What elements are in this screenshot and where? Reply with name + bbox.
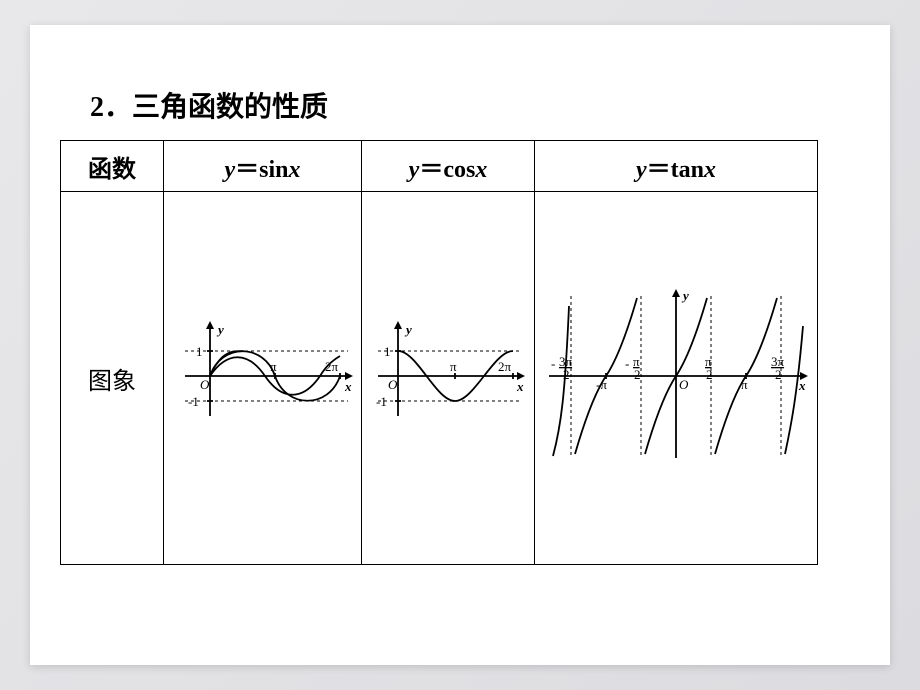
var-x: x: [704, 157, 716, 183]
cell-cos-graph: y x O 1 -1 π 2π: [362, 192, 535, 565]
sin-graph: y x O 1 -1 π 2π: [170, 316, 355, 436]
xtick-pi: π: [270, 359, 277, 374]
eq-sign: ＝: [419, 157, 443, 183]
axis-y-label: y: [681, 288, 689, 303]
ytick-neg1: -1: [188, 394, 199, 409]
var-y: y: [224, 157, 235, 183]
header-tan: y＝tanx: [535, 141, 818, 192]
header-sin: y＝sinx: [164, 141, 362, 192]
header-function: 函数: [61, 141, 164, 192]
var-x: x: [475, 157, 487, 183]
properties-table: 函数 y＝sinx y＝cosx y＝tanx 图象: [60, 140, 818, 565]
rowhdr-graph: 图象: [61, 192, 164, 565]
ytick-1: 1: [384, 344, 391, 359]
table-header-row: 函数 y＝sinx y＝cosx y＝tanx: [61, 141, 818, 192]
axis-x-label: x: [516, 379, 524, 394]
xtick-pi2: π 2: [705, 354, 713, 382]
ytick-neg1: -1: [376, 394, 387, 409]
tan-graph: y x O - 3π 2 -π -: [541, 286, 811, 466]
svg-text:2: 2: [563, 367, 570, 382]
xtick-2pi: 2π: [498, 359, 512, 374]
var-x: x: [289, 157, 301, 183]
axis-y-label: y: [216, 322, 224, 337]
xtick-3pi2: 3π 2: [771, 354, 785, 382]
eq-sign: ＝: [235, 157, 259, 183]
axis-x-label: x: [344, 379, 352, 394]
svg-text:2: 2: [775, 367, 782, 382]
xtick-pi: π: [450, 359, 457, 374]
eq-sign: ＝: [647, 157, 671, 183]
svg-text:-: -: [625, 356, 629, 371]
xtick-pi: π: [741, 377, 748, 392]
page: 2．三角函数的性质 函数 y＝sinx y＝cosx y＝tanx: [30, 25, 890, 665]
rowhdr-graph-label: 图象: [88, 369, 136, 395]
var-y: y: [636, 157, 647, 183]
axis-y-label: y: [404, 322, 412, 337]
origin-label: O: [388, 377, 398, 392]
xtick-neg3pi2: - 3π 2: [551, 354, 573, 382]
var-y: y: [409, 157, 420, 183]
xtick-2pi: 2π: [325, 359, 339, 374]
origin-label: O: [679, 377, 689, 392]
fn-name: sin: [259, 157, 288, 183]
cell-sin-graph: y x O 1 -1 π 2π: [164, 192, 362, 565]
origin-label: O: [200, 377, 210, 392]
xtick-negpi: -π: [596, 377, 607, 392]
cell-tan-graph: y x O - 3π 2 -π -: [535, 192, 818, 565]
section-heading: 2．三角函数的性质: [90, 85, 328, 125]
xtick-negpi2: - π 2: [625, 354, 641, 382]
svg-text:2: 2: [634, 367, 641, 382]
cos-graph: y x O 1 -1 π 2π: [368, 316, 528, 436]
ytick-1: 1: [196, 344, 203, 359]
header-cos: y＝cosx: [362, 141, 535, 192]
fn-name: tan: [671, 157, 704, 183]
table-graph-row: 图象: [61, 192, 818, 565]
axis-x-label: x: [798, 378, 806, 393]
svg-text:2: 2: [706, 367, 713, 382]
svg-text:-: -: [551, 356, 555, 371]
fn-name: cos: [443, 157, 475, 183]
